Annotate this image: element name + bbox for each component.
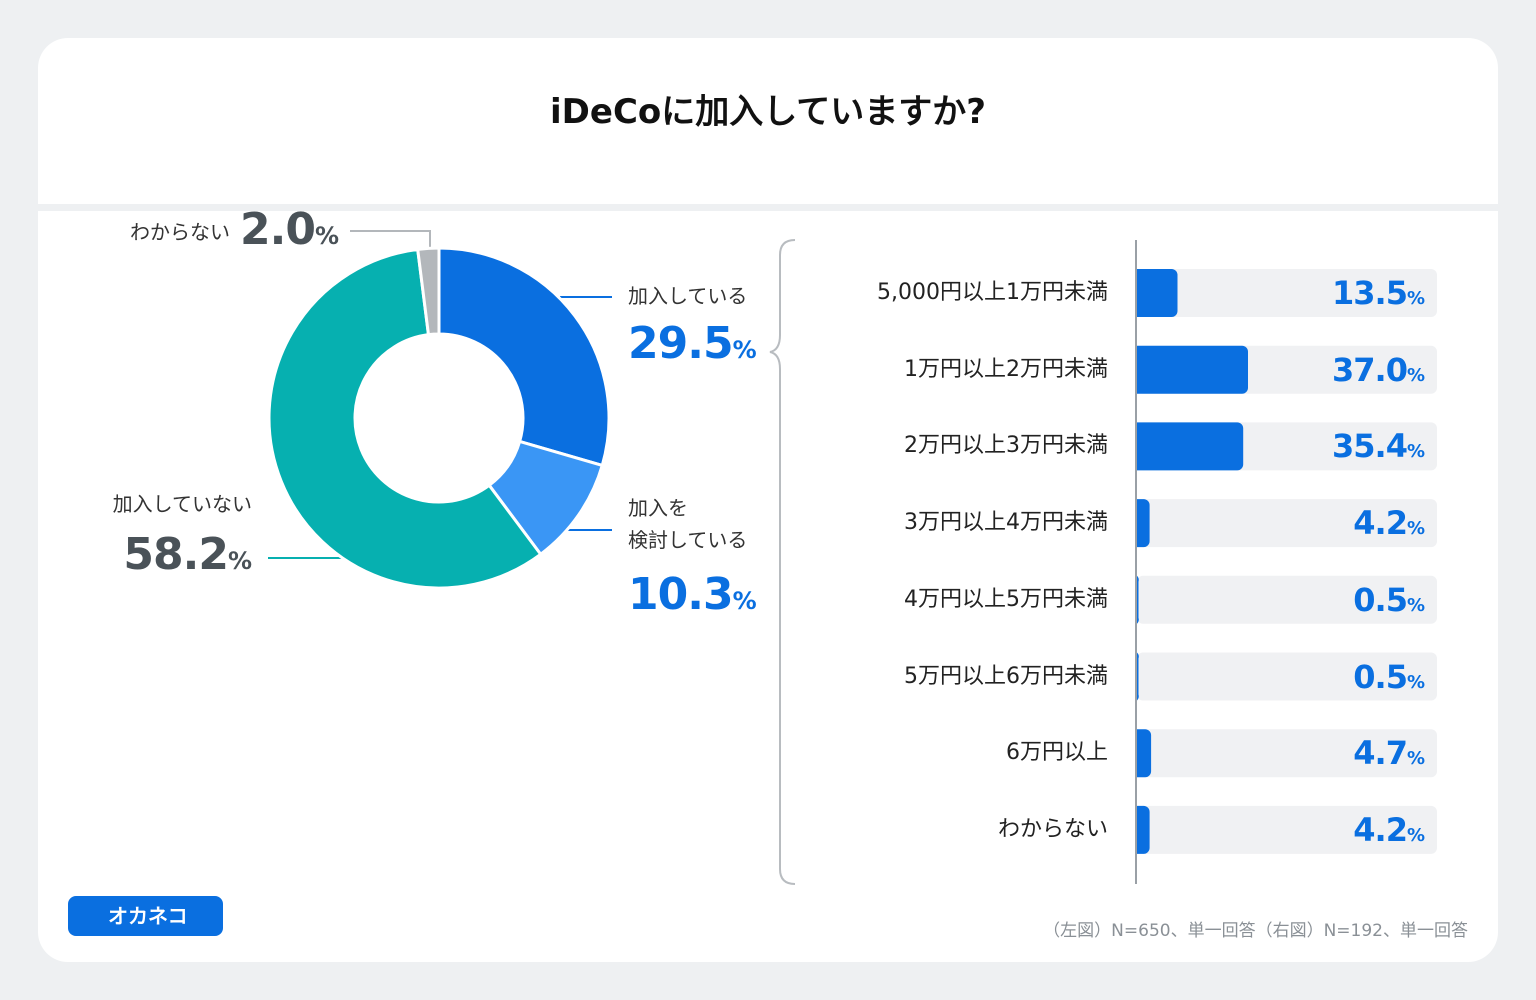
value-label: 29.5%	[628, 322, 757, 366]
value-unit: %	[732, 587, 757, 615]
bar-label: 4万円以上5万円未満	[904, 586, 1108, 612]
value-unit: %	[1406, 748, 1425, 770]
pie-label: 加入していない	[112, 492, 252, 516]
note: （左図）N=650、単一回答（右図）N=192、単一回答	[1043, 921, 1468, 941]
value-label: 35.4%	[1332, 430, 1425, 462]
value-label: 4.2%	[1353, 507, 1425, 539]
bar-label: 1万円以上2万円未満	[904, 356, 1108, 382]
bar-track	[1137, 269, 1437, 317]
brace	[769, 239, 796, 885]
bar-track	[1137, 575, 1437, 624]
bar	[1137, 652, 1139, 701]
pie-label: 加入を 検討している	[628, 496, 748, 552]
bar	[1137, 729, 1152, 778]
value-unit: %	[1406, 364, 1425, 386]
value-label: 0.5%	[1353, 584, 1425, 616]
value-label: 58.2%	[123, 533, 252, 577]
pie-label: わからない	[130, 220, 230, 244]
value-unit: %	[1406, 594, 1425, 616]
value-number: 0.5	[1353, 580, 1408, 619]
value-unit: %	[1406, 518, 1425, 540]
title: iDeCoに加入していますか?	[550, 92, 986, 132]
bar	[1137, 499, 1150, 548]
value-label: 4.7%	[1353, 737, 1425, 769]
value-number: 13.5	[1332, 274, 1408, 312]
bar	[1137, 269, 1178, 317]
bar-label: 5,000円以上1万円未満	[877, 280, 1108, 305]
pie-label: 加入している	[628, 284, 748, 308]
value-number: 37.0	[1332, 350, 1408, 389]
value-unit: %	[1406, 441, 1425, 463]
bar	[1137, 345, 1248, 394]
value-label: 13.5%	[1332, 277, 1425, 309]
bar-track	[1137, 729, 1437, 778]
leader	[350, 230, 431, 252]
pie-slice	[416, 246, 441, 337]
pie-slice	[437, 246, 611, 468]
value-number: 4.2	[1353, 810, 1408, 849]
value-unit: %	[732, 336, 757, 364]
value-number: 2.0	[240, 204, 316, 255]
value-label: 10.3%	[628, 573, 757, 617]
value-number: 35.4	[1332, 427, 1408, 466]
bar-label: 2万円以上3万円未満	[904, 433, 1108, 459]
leaders	[560, 296, 612, 531]
bar	[1137, 575, 1139, 624]
bar-label: 5万円以上6万円未満	[904, 663, 1108, 689]
bar	[1137, 422, 1244, 471]
value-number: 58.2	[123, 529, 229, 580]
logo: オカネコ	[68, 896, 223, 936]
value-label: 2.0%	[240, 208, 339, 252]
value-number: 0.5	[1353, 657, 1408, 696]
value-number: 4.2	[1353, 504, 1408, 543]
value-label: 4.2%	[1353, 814, 1425, 846]
bar-label: 3万円以上4万円未満	[904, 510, 1108, 536]
bar-track	[1137, 805, 1437, 854]
value-number: 10.3	[628, 569, 734, 620]
value-label: 37.0%	[1332, 354, 1425, 386]
value-unit: %	[1406, 824, 1425, 846]
value-number: 29.5	[628, 318, 734, 369]
bar-label: 6万円以上	[1006, 740, 1108, 766]
value-unit: %	[314, 222, 339, 250]
bar-label: わからない	[997, 816, 1108, 842]
value-unit: %	[1406, 288, 1425, 309]
bar-track	[1137, 499, 1437, 548]
bar	[1137, 805, 1150, 854]
divider	[38, 204, 1498, 211]
value-unit: %	[227, 547, 252, 575]
value-unit: %	[1406, 671, 1425, 693]
pie-slice	[267, 247, 543, 590]
value-label: 0.5%	[1353, 661, 1425, 693]
bar-track	[1137, 652, 1437, 701]
value-number: 4.7	[1353, 734, 1408, 773]
